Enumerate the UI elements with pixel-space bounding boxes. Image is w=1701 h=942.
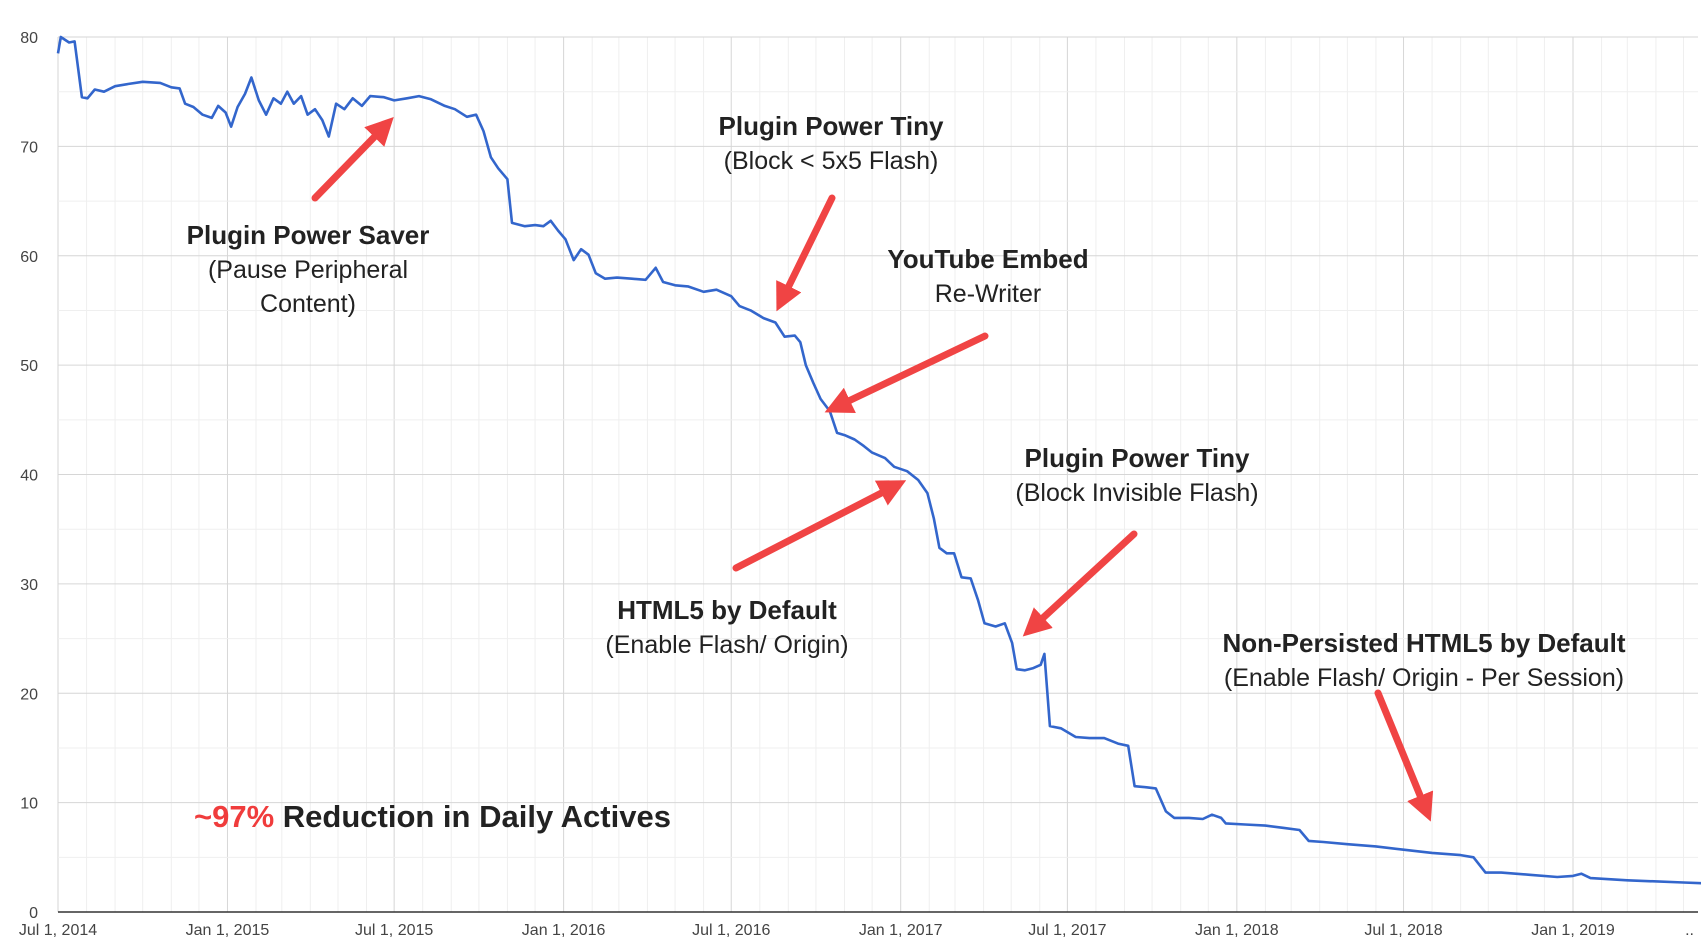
x-tick-overflow: .. <box>1685 922 1694 939</box>
y-tick-label: 30 <box>20 577 38 594</box>
gridlines <box>57 36 1698 913</box>
annotation-title: HTML5 by Default <box>617 595 837 625</box>
annotation-arrows <box>311 116 1434 822</box>
annotations: Plugin Power Saver (Pause Peripheral Conte… <box>187 111 1626 692</box>
annotation-4: HTML5 by Default (Enable Flash/ Origin) <box>605 595 848 659</box>
annotation-title: Plugin Power Tiny <box>1025 443 1250 473</box>
annotation-title: Plugin Power Tiny <box>719 111 944 141</box>
annotation-subtitle: (Enable Flash/ Origin) <box>605 631 848 659</box>
annotation-subtitle: (Block Invisible Flash) <box>1015 479 1258 507</box>
annotation-1: Plugin Power Saver (Pause Peripheral Conte… <box>187 220 430 318</box>
x-tick-label: Jul 1, 2014 <box>19 922 97 939</box>
x-tick-label: Jan 1, 2017 <box>859 922 943 939</box>
y-axis: 0 10 20 30 40 50 60 70 80 <box>20 30 38 922</box>
x-axis: Jul 1, 2014 Jan 1, 2015 Jul 1, 2015 Jan 1, … <box>19 922 1694 939</box>
annotation-arrow <box>1374 689 1434 822</box>
x-tick-label: Jan 1, 2018 <box>1195 922 1279 939</box>
annotation-2: Plugin Power Tiny (Block < 5x5 Flash) <box>719 111 944 175</box>
annotation-arrow <box>311 116 394 202</box>
headline: ~97% Reduction in Daily Actives <box>194 799 671 834</box>
y-tick-label: 40 <box>20 468 38 485</box>
x-tick-label: Jul 1, 2015 <box>355 922 433 939</box>
y-tick-label: 60 <box>20 249 38 266</box>
x-tick-label: Jan 1, 2016 <box>522 922 606 939</box>
annotation-title: YouTube Embed <box>887 244 1088 274</box>
annotation-subtitle: (Enable Flash/ Origin - Per Session) <box>1224 664 1624 692</box>
y-tick-label: 20 <box>20 686 38 703</box>
y-tick-label: 50 <box>20 358 38 375</box>
y-tick-label: 80 <box>20 30 38 47</box>
x-tick-label: Jul 1, 2018 <box>1364 922 1442 939</box>
x-tick-label: Jul 1, 2017 <box>1028 922 1106 939</box>
x-tick-label: Jan 1, 2015 <box>186 922 270 939</box>
series-line <box>56 35 1701 885</box>
annotation-6: Non-Persisted HTML5 by Default (Enable Fl… <box>1222 628 1625 692</box>
annotation-subtitle: (Pause Peripheral <box>208 256 408 284</box>
annotation-arrow <box>824 332 989 414</box>
annotation-title: Plugin Power Saver <box>187 220 430 250</box>
annotation-3: YouTube Embed Re-Writer <box>887 244 1088 308</box>
y-tick-label: 0 <box>29 905 38 922</box>
annotation-arrow <box>776 194 836 312</box>
annotation-subtitle: Re-Writer <box>935 280 1041 308</box>
x-tick-label: Jan 1, 2019 <box>1531 922 1615 939</box>
y-tick-label: 70 <box>20 139 38 156</box>
headline-highlight: ~97% <box>194 799 274 834</box>
annotation-5: Plugin Power Tiny (Block Invisible Flash) <box>1015 443 1258 507</box>
annotation-title: Non-Persisted HTML5 by Default <box>1222 628 1625 658</box>
annotation-subtitle: (Block < 5x5 Flash) <box>724 147 939 175</box>
x-tick-label: Jul 1, 2016 <box>692 922 770 939</box>
headline-text: Reduction in Daily Actives <box>274 799 671 834</box>
y-tick-label: 10 <box>20 796 38 813</box>
annotation-subtitle: Content) <box>260 290 356 318</box>
annotation-arrow <box>732 480 907 572</box>
annotation-arrow <box>1022 530 1138 637</box>
